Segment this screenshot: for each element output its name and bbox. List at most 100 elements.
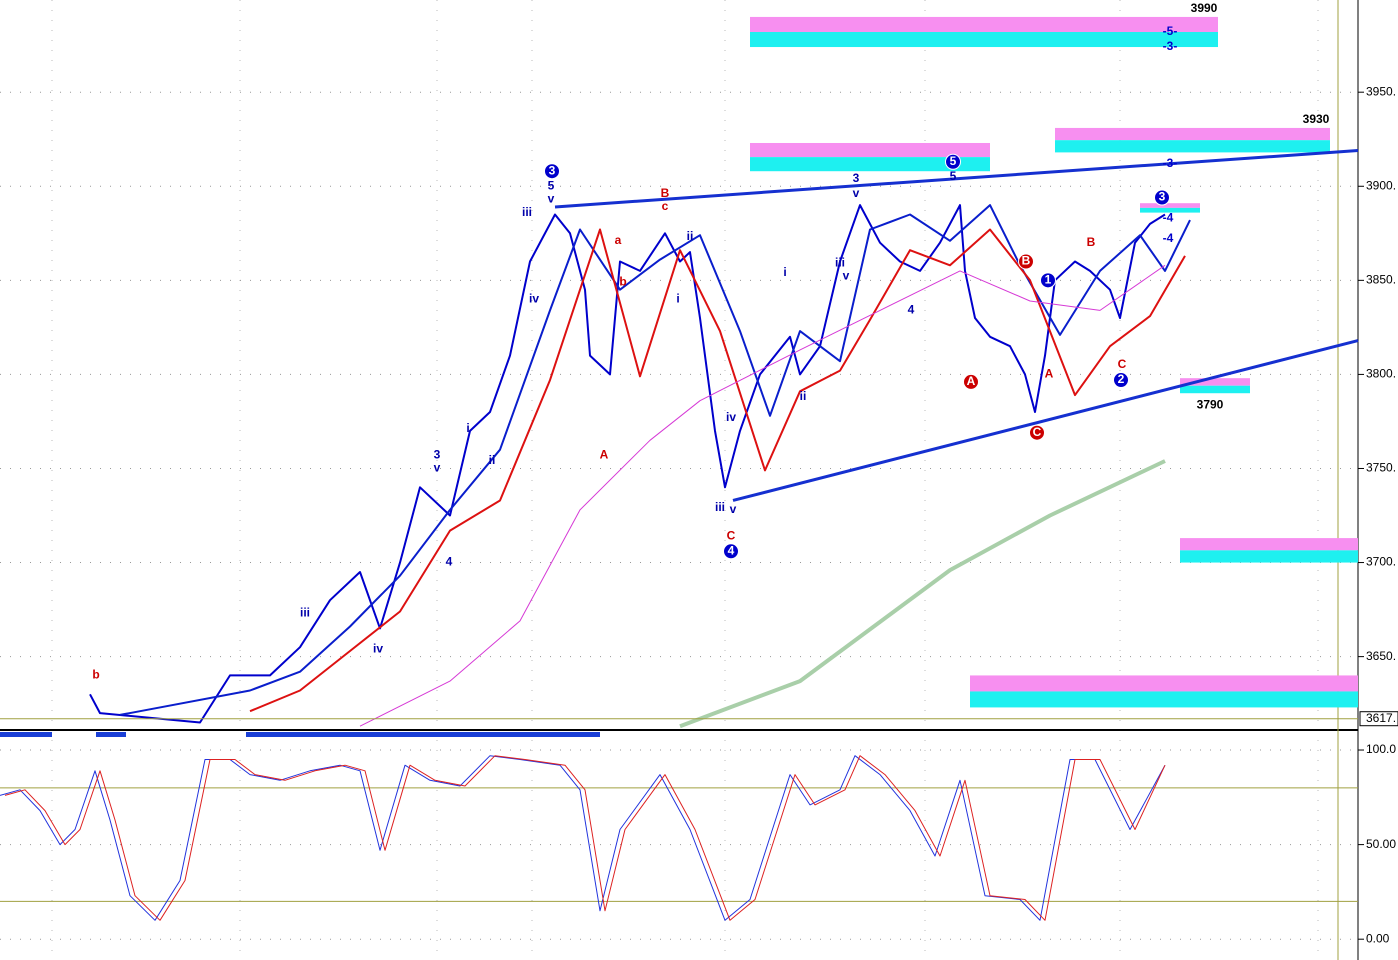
wave-label: c (662, 199, 669, 213)
wave-label: 4 (908, 303, 915, 317)
wave-label: i (466, 421, 469, 435)
wave-label: 2 (1118, 372, 1125, 386)
wave-circle (945, 153, 961, 170)
series-line (0, 755, 1166, 921)
wave-circle (1113, 372, 1129, 389)
y-tick-label: 3650. (1366, 649, 1396, 663)
wave-label: -5- (1163, 24, 1178, 38)
wave-label: 5 (950, 169, 957, 183)
current-box (1359, 711, 1398, 727)
y-tick-label: 3900. (1366, 178, 1396, 192)
y-tick-label: 100.0 (1366, 742, 1396, 756)
wave-label: 4 (446, 555, 453, 569)
wave-label: b (92, 668, 99, 682)
signal-bar (96, 732, 126, 737)
wave-label: -4 (1163, 210, 1174, 224)
wave-label: iii (300, 606, 310, 620)
zone-label: 3930 (1303, 112, 1330, 126)
series-line (119, 204, 1191, 716)
wave-label: A (1045, 367, 1054, 381)
zone-upper (750, 142, 990, 158)
wave-label: B (1022, 254, 1031, 268)
zone-upper (1055, 127, 1330, 141)
wave-label: ii (489, 453, 496, 467)
y-tick-label: 3700. (1366, 555, 1396, 569)
zone-lower (750, 31, 1218, 48)
wave-label: i (783, 265, 786, 279)
wave-circle (544, 163, 560, 180)
wave-label: ii (800, 389, 807, 403)
wave-label: v (434, 461, 441, 475)
current-label: 3617. (1366, 711, 1396, 725)
wave-label: C (1033, 425, 1042, 439)
zone-lower (750, 157, 990, 172)
signal-bar (0, 732, 52, 737)
zone-upper (1180, 538, 1358, 551)
y-tick-label: 0.00 (1366, 931, 1390, 945)
wave-label: 5 (548, 178, 555, 192)
wave-label: ii (687, 229, 694, 243)
wave-label: 1 (1045, 273, 1052, 287)
wave-label: C (727, 528, 736, 542)
wave-label: a (615, 233, 622, 247)
series-line (249, 228, 1186, 713)
wave-circle (1018, 253, 1034, 270)
series-line (4, 755, 1166, 921)
wave-circle (723, 543, 739, 560)
wave-circle (963, 373, 979, 390)
zone-lower (1055, 140, 1330, 153)
signal-bar (246, 732, 600, 737)
zone-upper (970, 675, 1358, 692)
wave-label: b (619, 274, 626, 288)
wave-label: A (967, 374, 976, 388)
y-tick-label: 3850. (1366, 273, 1396, 287)
wave-circle (1029, 424, 1045, 441)
wave-label: -3- (1163, 39, 1178, 53)
wave-label: iii (835, 256, 845, 270)
wave-label: i (676, 291, 679, 305)
wave-label: -3- (1163, 156, 1178, 170)
series-line (359, 264, 1166, 727)
wave-circle (1154, 189, 1170, 206)
y-tick-label: 3750. (1366, 461, 1396, 475)
wave-label: v (548, 192, 555, 206)
zone-upper (750, 16, 1218, 32)
wave-label: 5 (950, 154, 957, 168)
wave-label: B (1087, 235, 1096, 249)
series-line (679, 459, 1166, 729)
zone-lower (1180, 385, 1250, 394)
zone-lower (1140, 207, 1200, 213)
wave-label: iii (715, 500, 725, 514)
wave-label: 3 (1159, 190, 1166, 204)
wave-label: iii (522, 205, 532, 219)
trendline (554, 149, 1359, 209)
trendline (732, 339, 1359, 502)
zone-label: 3790 (1197, 397, 1224, 411)
y-tick-label: 3950. (1366, 84, 1396, 98)
wave-label: iv (529, 291, 539, 305)
y-tick-label: 50.00 (1366, 837, 1396, 851)
y-tick-label: 3800. (1366, 367, 1396, 381)
wave-label: v (853, 186, 860, 200)
wave-label: -4 (1163, 231, 1174, 245)
wave-label: 3 (434, 447, 441, 461)
zone-upper (1140, 203, 1200, 208)
wave-label: v (843, 269, 850, 283)
wave-label: A (600, 447, 609, 461)
wave-label: iv (373, 641, 383, 655)
wave-label: v (730, 502, 737, 516)
zone-lower (970, 691, 1358, 708)
zone-label: 3990 (1191, 1, 1218, 15)
wave-label: 4 (728, 543, 735, 557)
wave-label: C (1118, 357, 1127, 371)
zone-upper (1180, 378, 1250, 386)
wave-label: 3 (853, 171, 860, 185)
wave-label: iv (726, 410, 736, 424)
wave-label: 3 (549, 163, 556, 177)
wave-circle (1040, 272, 1056, 289)
series-line (89, 204, 1166, 724)
wave-label: B (661, 186, 670, 200)
zone-lower (1180, 550, 1358, 563)
